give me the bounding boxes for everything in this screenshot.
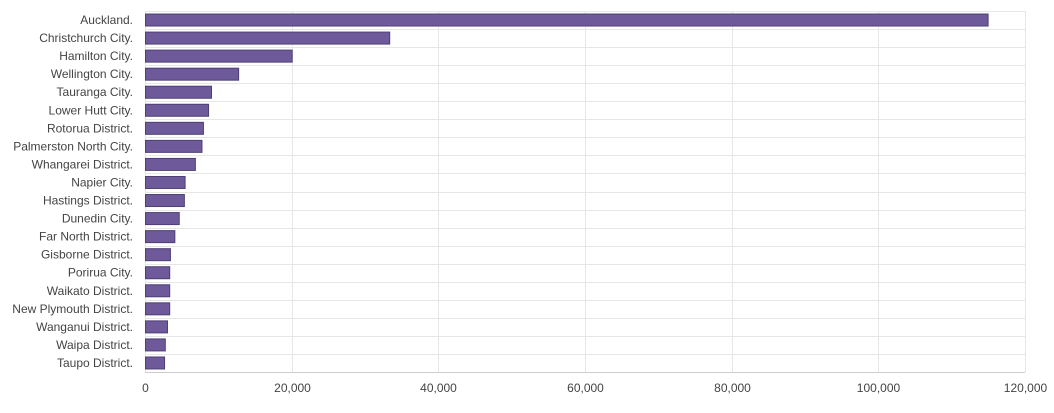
bar[interactable] (145, 212, 180, 226)
category-label: Porirua City. (68, 266, 133, 280)
category-label: Palmerston North City. (13, 139, 133, 153)
bar[interactable] (145, 175, 186, 189)
bar[interactable] (145, 49, 293, 63)
x-tick-label: 20,000 (274, 381, 311, 395)
y-axis-labels: Auckland. Christchurch City. Hamilton City… (12, 13, 133, 370)
bar[interactable] (145, 266, 171, 280)
category-label: Napier City. (71, 175, 133, 189)
bar[interactable] (145, 320, 168, 334)
bar[interactable] (145, 230, 176, 244)
category-label: Gisborne District. (41, 248, 133, 262)
bar[interactable] (145, 31, 391, 45)
bar[interactable] (145, 356, 166, 370)
category-label: Auckland. (80, 13, 133, 27)
bar[interactable] (145, 248, 171, 262)
bar[interactable] (145, 139, 203, 153)
bars (145, 13, 989, 370)
bar[interactable] (145, 85, 212, 99)
category-label: Hamilton City. (59, 49, 133, 63)
x-tick-label: 80,000 (714, 381, 751, 395)
category-label: Rotorua District. (47, 121, 133, 135)
x-tick-label: 40,000 (420, 381, 457, 395)
bar[interactable] (145, 302, 171, 316)
category-label: Tauranga City. (57, 85, 133, 99)
bar[interactable] (145, 338, 166, 352)
category-label: Wellington City. (51, 67, 133, 81)
bar[interactable] (145, 157, 196, 171)
bar[interactable] (145, 284, 171, 298)
category-label: Christchurch City. (39, 31, 133, 45)
x-axis-labels: 0 20,000 40,000 60,000 80,000 100,000 120,000 (142, 381, 1047, 395)
bar[interactable] (145, 121, 204, 135)
bar[interactable] (145, 194, 185, 208)
category-label: Dunedin City. (62, 212, 133, 226)
bar[interactable] (145, 103, 210, 117)
category-label: Far North District. (39, 230, 133, 244)
x-tick-label: 100,000 (857, 381, 901, 395)
category-label: Waikato District. (47, 284, 133, 298)
bar[interactable] (145, 13, 989, 27)
category-label: Lower Hutt City. (49, 103, 133, 117)
x-tick-label: 120,000 (1004, 381, 1048, 395)
category-label: Wanganui District. (36, 320, 133, 334)
category-label: Taupo District. (57, 356, 133, 370)
category-label: Waipa District. (56, 338, 133, 352)
x-tick-label: 0 (142, 381, 149, 395)
grid-lines (145, 11, 1026, 373)
bar[interactable] (145, 67, 240, 81)
category-label: Whangarei District. (32, 157, 133, 171)
category-label: Hastings District. (43, 194, 133, 208)
x-tick-label: 60,000 (567, 381, 604, 395)
category-label: New Plymouth District. (12, 302, 133, 316)
